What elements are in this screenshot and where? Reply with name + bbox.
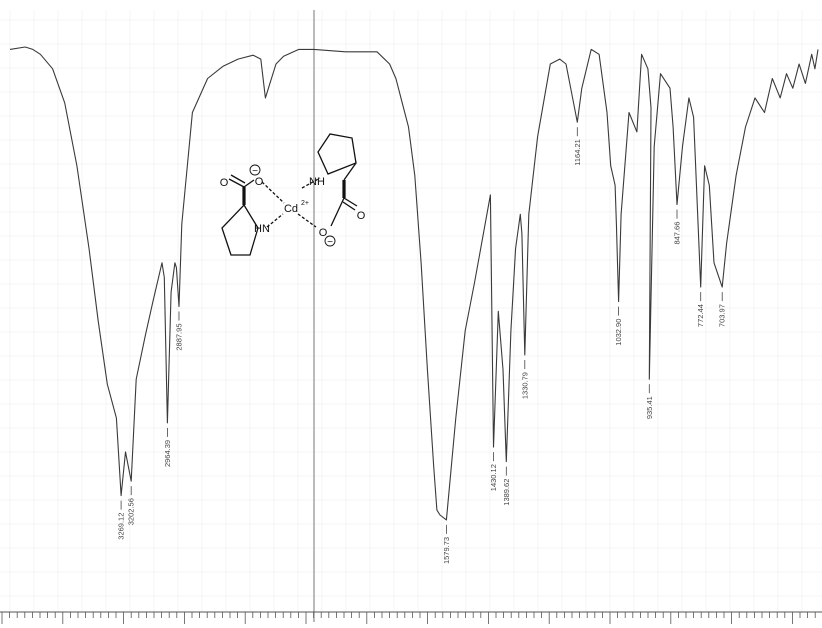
peak-label: 2964.39 [163, 440, 172, 467]
peak-label: 703.97 [718, 304, 727, 327]
left-o-cd-coordination [261, 181, 285, 204]
right-nh-label: NH [309, 176, 325, 188]
left-carbonyl-bond-b [230, 174, 246, 184]
peak-label: 847.66 [673, 222, 682, 245]
peak-label: 1579.73 [442, 537, 451, 564]
right-c-o-bond [330, 197, 345, 227]
peak-label: 2887.95 [175, 324, 184, 351]
structure-labels: O O − HN Cd 2+ NH O − O [220, 164, 366, 248]
metal-charge-label: 2+ [301, 200, 309, 207]
metal-label: Cd [284, 203, 298, 215]
background-grid [0, 10, 822, 612]
right-n-cd-coordination [301, 177, 321, 189]
spectrum-line [9, 46, 819, 521]
peak-label: 1430.12 [489, 464, 498, 491]
peak-label: 772.44 [696, 304, 705, 327]
left-carbonyl-bond-a [228, 178, 245, 188]
peak-label: 1164.21 [573, 139, 582, 166]
right-pyrrolidine-ring [317, 133, 357, 175]
right-charge-circle [324, 235, 336, 247]
peak-label: 935.41 [645, 396, 654, 419]
peak-label: 1389.62 [502, 479, 511, 506]
left-pyrrolidine-ring [221, 203, 259, 256]
left-n-cd-coordination [266, 213, 284, 228]
bottom-tick-axis [0, 611, 822, 624]
peak-label: 3269.12 [117, 513, 126, 540]
right-carbonyl-bond-a [343, 197, 358, 207]
peak-label: 1032.90 [614, 319, 623, 346]
right-minus-sign: − [327, 237, 333, 248]
peak-label: 1330.79 [520, 372, 529, 399]
left-c-o-bond [243, 179, 255, 188]
left-carboxylate-o-label: O [255, 176, 264, 188]
peak-label: 3202.56 [127, 498, 136, 525]
spectrum-series [9, 46, 819, 521]
right-carbonyl-o-label: O [357, 210, 366, 222]
left-carbonyl-o-label: O [220, 177, 229, 189]
left-charge-circle [249, 164, 261, 176]
cadmium-proline-structure [221, 133, 358, 256]
right-ring-to-carboxyl [343, 162, 357, 181]
left-hn-label: HN [254, 223, 270, 235]
right-carboxylate-o-label: O [319, 227, 328, 239]
right-o-cd-coordination [297, 213, 317, 228]
left-minus-sign: − [252, 166, 258, 177]
right-carbonyl-bond-b [342, 201, 356, 211]
